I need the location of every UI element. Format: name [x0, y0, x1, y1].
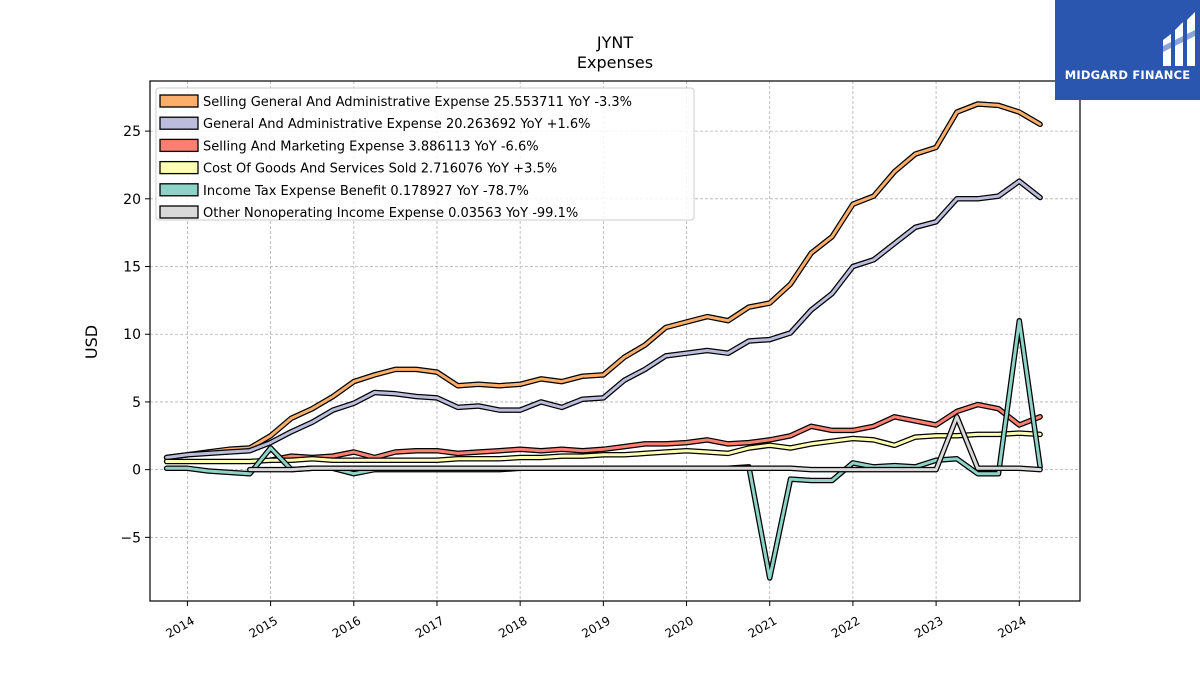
- y-tick-label: 5: [132, 395, 141, 411]
- x-tick-label: 2019: [579, 613, 612, 640]
- legend-entry: General And Administrative Expense 20.26…: [203, 117, 591, 132]
- x-tick-label: 2023: [912, 613, 945, 640]
- chart-title: JYNT: [596, 33, 633, 52]
- x-tick-label: 2014: [163, 613, 196, 640]
- y-tick-label: 0: [132, 463, 141, 479]
- y-tick-label: 15: [123, 260, 141, 276]
- plot-frame: [149, 80, 1081, 602]
- midgard-finance-logo: MIDGARD FINANCE: [1055, 0, 1200, 100]
- y-tick-label: −5: [120, 530, 141, 546]
- x-tick-label: 2020: [663, 613, 696, 640]
- series-lines: [163, 101, 1043, 581]
- y-axis-label: USD: [82, 325, 101, 359]
- legend-entry: Income Tax Expense Benefit 0.178927 YoY …: [203, 184, 529, 199]
- series-line-5: [248, 415, 1042, 472]
- legend-entry: Cost Of Goods And Services Sold 2.716076…: [203, 162, 557, 177]
- brand-name: MIDGARD FINANCE: [1064, 68, 1191, 82]
- series-line-3: [165, 431, 1042, 463]
- x-tick-label: 2016: [330, 613, 363, 640]
- x-tick-label: 2018: [496, 613, 529, 640]
- x-tick-label: 2022: [829, 613, 862, 640]
- legend-entry: Selling And Marketing Expense 3.886113 Y…: [203, 139, 539, 154]
- legend-swatch: [159, 183, 199, 197]
- legend-entry: Other Nonoperating Income Expense 0.0356…: [203, 206, 578, 221]
- series-line-1: [165, 179, 1042, 459]
- legend-swatch: [159, 138, 199, 153]
- legend-swatch: [159, 116, 199, 130]
- y-tick-label: 10: [123, 327, 141, 343]
- x-tick-label: 2021: [746, 613, 779, 640]
- x-tick-label: 2024: [995, 613, 1028, 640]
- y-tick-label: 25: [123, 124, 141, 140]
- legend-swatch: [159, 205, 199, 219]
- series-line-0: [165, 102, 1042, 459]
- legend-swatch: [159, 94, 199, 108]
- legend-entry: Selling General And Administrative Expen…: [203, 95, 632, 110]
- y-tick-label: 20: [123, 192, 141, 208]
- legend-box: [155, 87, 695, 221]
- legend: Selling General And Administrative Expen…: [155, 87, 695, 221]
- x-tick-label: 2015: [247, 613, 280, 640]
- legend-swatch: [159, 160, 199, 175]
- x-tick-label: 2017: [413, 613, 446, 640]
- series-line-2: [269, 403, 1042, 462]
- chart-subtitle: Expenses: [577, 53, 653, 72]
- logo-mark-icon: [1163, 12, 1195, 66]
